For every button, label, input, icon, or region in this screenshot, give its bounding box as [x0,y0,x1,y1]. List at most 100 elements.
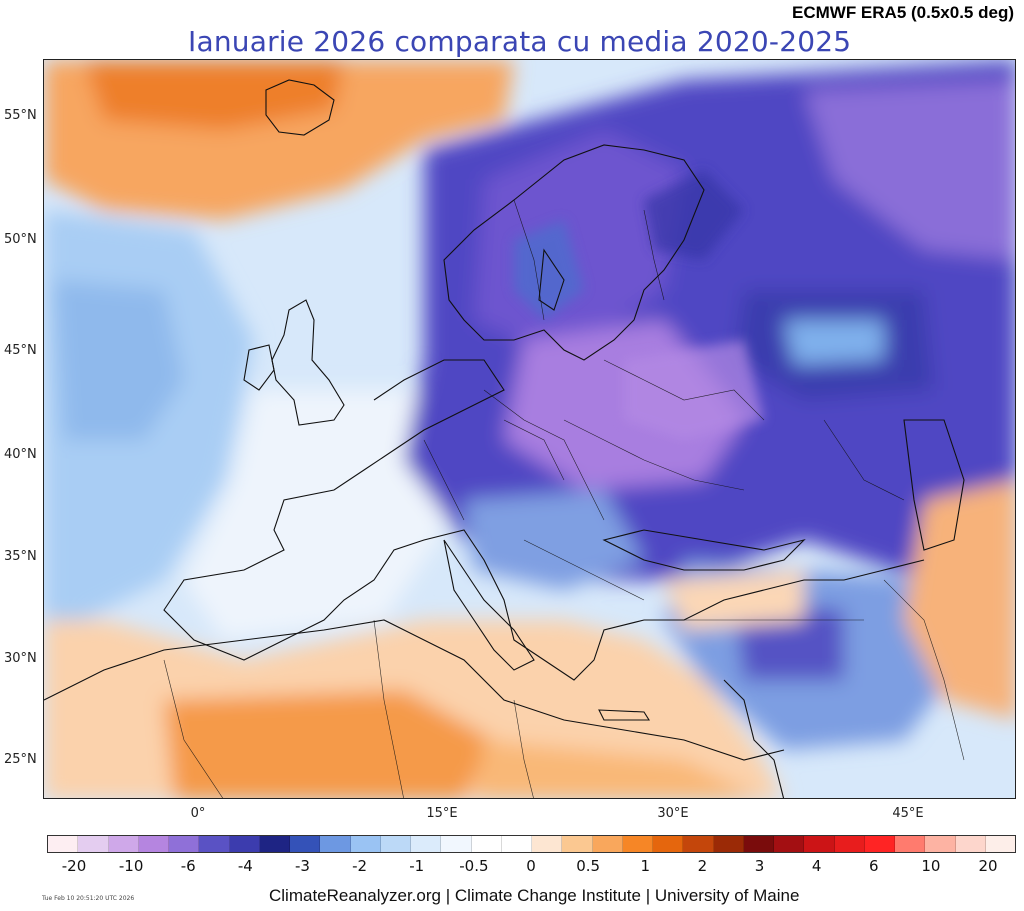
lat-label-50: 50°N [4,232,37,247]
border-finland [643,209,665,301]
lon-label-45e: 45°E [892,806,924,821]
coastline-italy [443,539,535,671]
colorbar-swatch [743,836,774,852]
colorbar-swatch [48,836,79,852]
border-russia-kz [823,419,905,501]
coastline-scandinavia [443,144,705,361]
anomaly-cold-arctic-russia [804,80,1015,260]
border-ukraine [563,419,745,491]
colorbar-swatch [78,836,109,852]
lon-label-0: 0° [190,806,206,821]
lat-label-35: 35°N [4,549,37,564]
anomaly-warm-libya [474,740,760,798]
colorbar-swatch [350,836,381,852]
colorbar-swatch [592,836,623,852]
border-africa-1 [163,659,224,798]
colorbar-label: -0.5 [459,857,489,875]
anomaly-cold-sweden-detail [514,220,584,320]
colorbar-label: 0 [526,857,536,875]
anomaly-neutral-west [184,390,444,640]
border-poland [503,419,565,481]
colorbar-swatch [471,836,502,852]
colorbar-label: 1 [640,857,651,875]
border-africa-3 [513,699,534,798]
colorbar-swatch [380,836,411,852]
colorbar-swatch [985,836,1015,852]
coastline-iceland [265,79,335,136]
coastline-ireland [243,344,275,391]
colorbar-swatch [562,836,593,852]
lon-label-15e: 15°E [426,806,458,821]
coastline-crete [598,709,650,721]
coastline-north-africa [44,619,785,761]
source-tag: ECMWF ERA5 (0.5x0.5 deg) [792,3,1014,22]
colorbar-swatch [169,836,200,852]
lat-label-25: 25°N [4,752,37,767]
coastline-black-sea [602,529,806,571]
colorbar-swatch [199,836,230,852]
border-cis-west [603,359,765,421]
colorbar-label: -10 [118,857,144,875]
colorbar-label: -2 [352,857,368,875]
colorbar-swatch [834,836,865,852]
border-iran [883,579,965,761]
colorbar-swatch [108,836,139,852]
borders [163,199,965,798]
timestamp: Tue Feb 10 20:51:20 UTC 2026 [42,895,135,902]
anomaly-map [44,60,1015,798]
footer-credit: ClimateReanalyzer.org | Climate Change I… [269,886,800,905]
coastline-gulf-bothnia [538,248,565,311]
lat-label-30: 30°N [4,651,37,666]
colorbar-swatch [229,836,260,852]
border-central [483,389,605,521]
coastline-western-europe [163,359,925,681]
colorbar-swatch [290,836,321,852]
coastline-caspian [903,419,965,551]
border-france-germany [423,439,465,521]
anomaly-warm-sahara [164,690,494,798]
colorbar-swatch [804,836,835,852]
colorbar-swatch [320,836,351,852]
colorbar-swatch [532,836,563,852]
lat-label-55: 55°N [4,108,37,123]
colorbar-swatch [895,836,926,852]
coastlines [44,79,965,798]
colorbar-swatch [774,836,805,852]
colorbar-label: -3 [295,857,310,875]
map-title: Ianuarie 2026 comparata cu media 2020-20… [188,25,852,58]
border-africa-2 [373,619,404,798]
colorbar-label: 2 [697,857,708,875]
colorbar-swatch [441,836,472,852]
anomaly-cold-ring-center [784,320,884,365]
colorbar-swatch [955,836,986,852]
border-norway-sweden [513,199,545,321]
map-frame [43,59,1016,799]
anomaly-cool-atlantic-core [54,280,184,440]
lat-label-45: 45°N [4,343,37,358]
colorbar-swatch [411,836,442,852]
colorbar-swatch [138,836,169,852]
colorbar-label: -4 [237,857,253,875]
anomaly-cold-cis-core [624,340,764,440]
border-balkans [523,539,645,601]
colorbar-label: 20 [978,857,998,875]
anomaly-warm-iran [904,480,1015,720]
lon-label-30e: 30°E [657,806,689,821]
colorbar-swatch [864,836,895,852]
colorbar-label: -6 [180,857,196,875]
colorbar-swatch [501,836,532,852]
colorbar-label: 0.5 [576,857,601,875]
colorbar-label: 10 [921,857,941,875]
colorbar [47,835,1016,853]
colorbar-swatch [653,836,684,852]
colorbar-label: 4 [811,857,822,875]
anomaly-warm-iceland [84,60,344,130]
lat-label-40: 40°N [4,447,37,462]
colorbar-label: 3 [754,857,765,875]
anomaly-warm-turkey [664,570,804,630]
anomaly-cool-balkans [464,490,644,590]
colorbar-label: -1 [409,857,425,875]
coastline-levant [723,679,785,798]
colorbar-label: 6 [868,857,879,875]
colorbar-swatch [925,836,956,852]
